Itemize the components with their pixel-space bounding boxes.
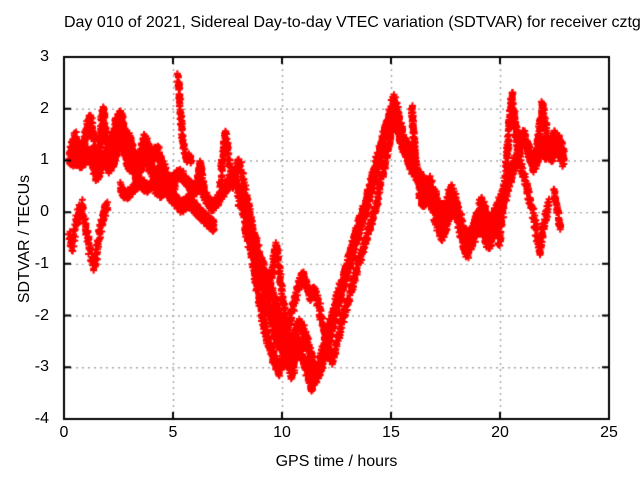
y-tick-label-7: -4 bbox=[34, 410, 49, 427]
y-tick-label-2: 1 bbox=[40, 151, 49, 169]
y-tick-label-5: -2 bbox=[34, 306, 49, 324]
x-tick-label-5: 25 bbox=[600, 424, 618, 441]
x-axis-label: GPS time / hours bbox=[275, 453, 398, 470]
x-tick-label-3: 15 bbox=[382, 424, 400, 441]
x-tick-label-1: 5 bbox=[168, 424, 178, 441]
y-tick-label-3: 0 bbox=[40, 203, 49, 221]
x-tick-label-4: 20 bbox=[491, 424, 509, 441]
y-tick-label-4: -1 bbox=[34, 254, 49, 272]
y-tick-label-0: 3 bbox=[40, 48, 49, 65]
x-tick-label-2: 10 bbox=[273, 424, 291, 441]
y-axis-label-container: SDTVAR / TECUs bbox=[8, 0, 42, 478]
y-axis-label: SDTVAR / TECUs bbox=[16, 174, 33, 304]
chart-title: Day 010 of 2021, Sidereal Day-to-day VTE… bbox=[64, 14, 640, 31]
y-tick-label-1: 2 bbox=[40, 99, 49, 117]
y-tick-label-6: -3 bbox=[34, 358, 49, 376]
x-tick-label-0: 0 bbox=[59, 424, 69, 441]
